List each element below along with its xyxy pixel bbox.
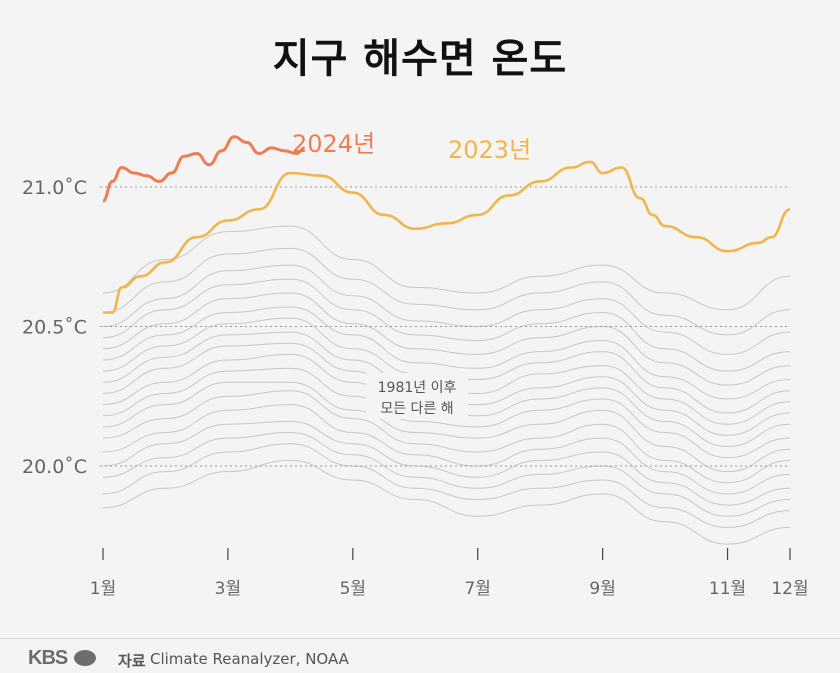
grid-lines	[100, 186, 791, 560]
x-tick-label-0: 1월	[90, 579, 116, 599]
chart-labels: 20.0˚C 20.5˚C 21.0˚C 1월 3월 5월 7월 9월 11월 12월 2024년 2…	[22, 130, 809, 599]
highlight-lines	[102, 135, 791, 314]
background-year-line-1	[102, 459, 791, 545]
series-line-2023	[103, 160, 791, 314]
background-year-line-14	[102, 292, 791, 386]
background-year-line-7	[102, 381, 791, 473]
background-year-line-5	[102, 404, 791, 495]
background-year-line-6	[102, 390, 791, 484]
background-year-line-8	[102, 367, 791, 459]
x-tick-label-4: 9월	[589, 579, 615, 599]
kbs-logo: KBS	[28, 647, 68, 669]
background-year-line-3	[102, 431, 791, 517]
background-year-line-16	[102, 264, 791, 355]
background-year-line-4	[102, 420, 791, 506]
x-tick-label-1: 3월	[215, 579, 241, 599]
source-label: 자료	[118, 652, 146, 670]
background-year-line-18	[102, 225, 791, 311]
background-note-line-1: 모든 다른 해	[380, 401, 453, 417]
background-year-line-15	[102, 278, 791, 372]
footer: KBS 자료 Climate Reanalyzer, NOAA	[0, 638, 840, 673]
background-note-line-0: 1981년 이후	[378, 380, 457, 396]
source-text: Climate Reanalyzer, NOAA	[150, 650, 349, 668]
background-year-line-13	[102, 306, 791, 400]
x-tick-label-2: 5월	[340, 579, 366, 599]
sea-surface-temperature-chart: 20.0˚C 20.5˚C 21.0˚C 1월 3월 5월 7월 9월 11월 12월 2024년 2…	[22, 130, 809, 599]
y-tick-label-1: 20.5˚C	[22, 317, 87, 339]
x-tick-label-3: 7월	[464, 579, 490, 599]
chart-title: 지구 해수면 온도	[272, 36, 568, 82]
y-tick-label-2: 21.0˚C	[22, 177, 87, 199]
background-year-line-17	[102, 247, 791, 336]
background-year-line-2	[102, 443, 791, 528]
x-tick-label-6: 12월	[771, 579, 808, 599]
series-line-2024	[102, 135, 305, 203]
series-label-2023: 2023년	[448, 136, 531, 164]
series-label-2024: 2024년	[292, 130, 375, 158]
x-tick-label-5: 11월	[709, 579, 746, 599]
y-tick-label-0: 20.0˚C	[22, 456, 87, 478]
background-note-box	[366, 373, 468, 419]
kbs-logo-mark	[74, 650, 96, 666]
